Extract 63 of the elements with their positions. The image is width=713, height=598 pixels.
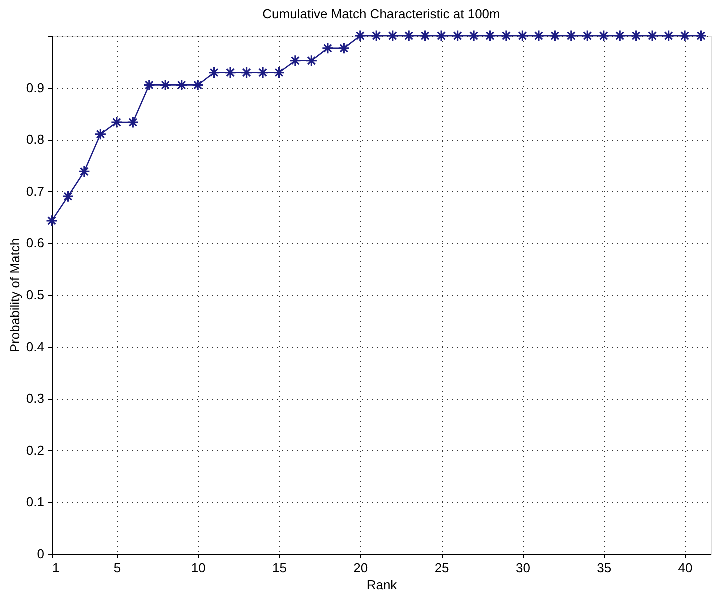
point: [598, 30, 610, 42]
point: [582, 30, 594, 42]
point: [468, 30, 480, 42]
point: [695, 30, 708, 42]
point: [143, 79, 156, 92]
y-tick-label: 0.2: [26, 442, 44, 458]
x-tick-label: 30: [516, 560, 530, 576]
point: [62, 190, 74, 203]
x-tick-label: 1: [52, 560, 60, 576]
point: [256, 66, 270, 79]
x-axis-title: Rank: [366, 578, 398, 592]
point: [452, 30, 464, 42]
point: [208, 66, 220, 79]
point: [565, 30, 578, 42]
point: [110, 116, 123, 129]
y-tick-label: 0.9: [26, 80, 44, 96]
point: [240, 66, 253, 79]
point: [160, 79, 172, 92]
y-tick-label: 0.5: [26, 288, 44, 302]
point: [419, 30, 432, 42]
y-tick-label: 0.8: [26, 132, 44, 148]
point: [338, 42, 350, 54]
x-tick-label: 25: [434, 560, 450, 576]
point: [386, 30, 399, 42]
point: [678, 30, 692, 42]
y-tick-label: 0: [37, 546, 44, 562]
point: [176, 79, 188, 92]
point: [306, 54, 318, 67]
point: [289, 54, 302, 67]
point: [78, 166, 91, 178]
point: [436, 30, 448, 42]
x-tick-label: 20: [354, 560, 368, 576]
point: [192, 79, 204, 92]
x-tick-label: 35: [597, 560, 612, 576]
y-axis-title: Probability of Match: [7, 238, 22, 353]
x-tick-label: 10: [191, 560, 206, 576]
x-tick-label: 5: [114, 560, 122, 576]
point: [516, 30, 529, 42]
y-tick-label: 0.3: [26, 391, 44, 406]
point: [354, 30, 366, 42]
y-tick-label: 0.1: [26, 494, 44, 510]
point: [273, 66, 286, 79]
x-tick-label: 15: [272, 560, 287, 576]
point: [549, 30, 562, 42]
point: [322, 42, 334, 54]
point: [94, 128, 107, 140]
point: [403, 30, 416, 42]
y-tick-label: 0.4: [26, 339, 44, 354]
point: [532, 30, 545, 42]
point: [646, 30, 659, 42]
point: [662, 30, 675, 42]
y-tick-label: 0.7: [26, 184, 44, 199]
y-tick-label: 0.6: [26, 236, 44, 251]
point: [500, 30, 513, 42]
point: [484, 30, 496, 42]
chart-title: Cumulative Match Characteristic at 100m: [262, 6, 500, 22]
point: [614, 30, 626, 42]
point: [630, 30, 642, 42]
point: [370, 30, 383, 42]
point: [127, 116, 140, 129]
point: [46, 214, 58, 227]
point: [224, 66, 237, 79]
x-tick-label: 40: [678, 560, 693, 576]
